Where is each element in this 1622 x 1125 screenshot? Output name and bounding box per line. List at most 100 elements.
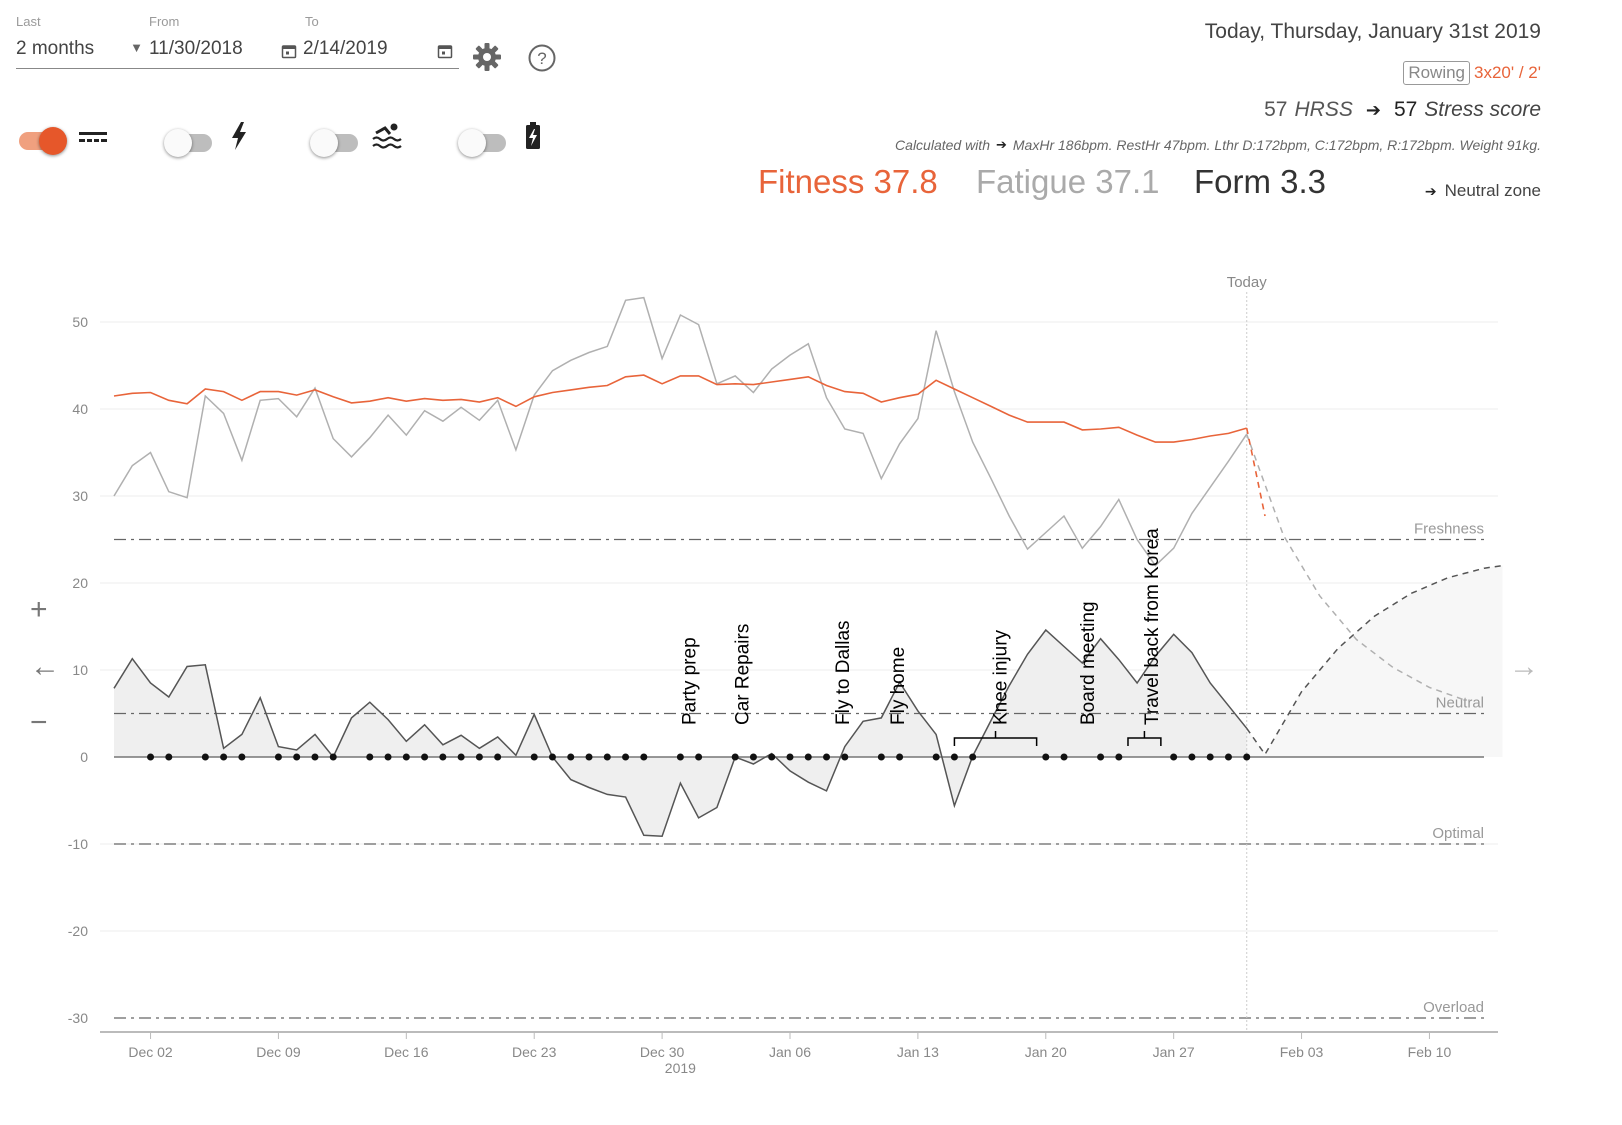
bolt-icon [232,122,246,150]
y-tick-label: -20 [68,923,88,939]
training-day-dot [731,753,739,761]
training-day-dot [1097,753,1105,761]
y-tick-label: 50 [72,314,88,330]
y-tick-label: 30 [72,488,88,504]
training-day-dot [530,753,538,761]
form-value: Form 3.3 [1194,163,1327,200]
hrss-label: HRSS [1294,98,1353,121]
annotation-label: Fly to Dallas [833,620,854,725]
toggle-power[interactable] [164,129,212,157]
training-day-dot [1170,753,1178,761]
from-date-input[interactable]: 11/30/2018 [149,38,243,59]
range-select[interactable]: 2 months ▼ [16,38,149,69]
training-day-dot [969,753,977,761]
y-tick-label: 40 [72,401,88,417]
activity-tag[interactable]: Rowing [1403,61,1471,85]
training-day-dot [1060,753,1068,761]
training-day-dot [421,753,429,761]
training-day-dot [165,753,173,761]
x-tick-label: Dec 23 [512,1044,557,1060]
training-day-dot [877,753,885,761]
zone-label: Freshness [1414,521,1484,538]
activity-detail: 3x20' / 2' [1474,63,1541,82]
form-projection-area [1246,565,1503,757]
pan-left-button[interactable]: ← [30,650,60,683]
battery-icon [526,122,540,149]
annotation-bracket [1127,731,1162,746]
swim-icon [372,123,402,149]
x-tick-label: Dec 02 [128,1044,173,1060]
y-tick-label: 20 [72,575,88,591]
annotation-label: Fly home [888,647,909,725]
training-day-dot [329,753,337,761]
pan-right-button[interactable]: → [1509,650,1539,683]
calc-details: MaxHr 186bpm. RestHr 47bpm. Lthr D:172bp… [1012,137,1541,153]
to-date-input[interactable]: 2/14/2019 [303,38,388,59]
today-date: Today, Thursday, January 31st 2019 [1204,20,1541,43]
training-day-dot [457,753,465,761]
training-day-dot [220,753,228,761]
form-area [114,630,1247,837]
training-day-dot [274,753,282,761]
y-tick-label: 0 [80,749,88,765]
training-day-dot [439,753,447,761]
help-icon[interactable]: ? [527,43,557,73]
training-day-dot [1115,753,1123,761]
training-day-dot [950,753,958,761]
toggle-swim[interactable] [310,129,358,157]
y-tick-label: -10 [68,836,88,852]
form-projection-line [1246,564,1503,756]
training-day-dot [384,753,392,761]
training-day-dot [823,753,831,761]
training-day-dot [548,753,556,761]
toggle-fitness-lines[interactable] [19,127,67,155]
training-day-dot [147,753,155,761]
training-day-dot [1188,753,1196,761]
zone-label: Optimal [1432,825,1484,842]
calendar-icon[interactable] [281,43,297,59]
from-label: From [149,14,180,29]
lines-icon [79,132,107,142]
fitness-value: Fitness 37.8 [758,163,938,200]
fatigue-value: Fatigue 37.1 [976,163,1160,200]
training-day-dot [804,753,812,761]
training-day-dot [749,753,757,761]
y-tick-label: -30 [68,1010,88,1026]
to-label: To [305,14,319,29]
stress-value: 57 [1393,98,1418,121]
svg-text:?: ? [537,49,546,68]
training-day-dot [366,753,374,761]
training-day-dot [1243,753,1251,761]
annotation-bracket [953,731,1038,746]
toggle-battery[interactable] [458,129,506,157]
training-day-dot [932,753,940,761]
x-tick-label: Feb 10 [1408,1044,1452,1060]
arrow-right-icon: ➔ [1424,182,1437,199]
training-day-dot [1206,753,1214,761]
chevron-down-icon[interactable]: ▼ [130,40,143,55]
x-tick-label: Feb 03 [1280,1044,1324,1060]
training-day-dot [402,753,410,761]
zoom-in-button[interactable]: + [30,593,48,626]
training-day-dot [695,753,703,761]
training-day-dot [311,753,319,761]
form-line [113,628,1248,837]
training-day-dot [1042,753,1050,761]
zoom-out-button[interactable]: − [30,706,48,739]
stress-label: Stress score [1424,98,1541,121]
arrow-right-icon: ➔ [1365,99,1381,120]
annotation-label: Travel back from Korea [1142,528,1163,725]
gear-icon[interactable] [472,42,502,72]
training-day-dot [567,753,575,761]
zone-label: Neutral [1436,695,1484,712]
fitness-line [113,374,1247,443]
fatigue-projection-line [1245,433,1467,702]
x-tick-label: Dec 09 [256,1044,301,1060]
annotation-label: Knee injury [990,629,1011,725]
zone-label[interactable]: Neutral zone [1444,181,1541,200]
fitness-projection-line [1245,427,1266,517]
calendar-icon[interactable] [437,43,453,59]
x-year-label: 2019 [665,1060,696,1076]
y-tick-label: 10 [72,662,88,678]
